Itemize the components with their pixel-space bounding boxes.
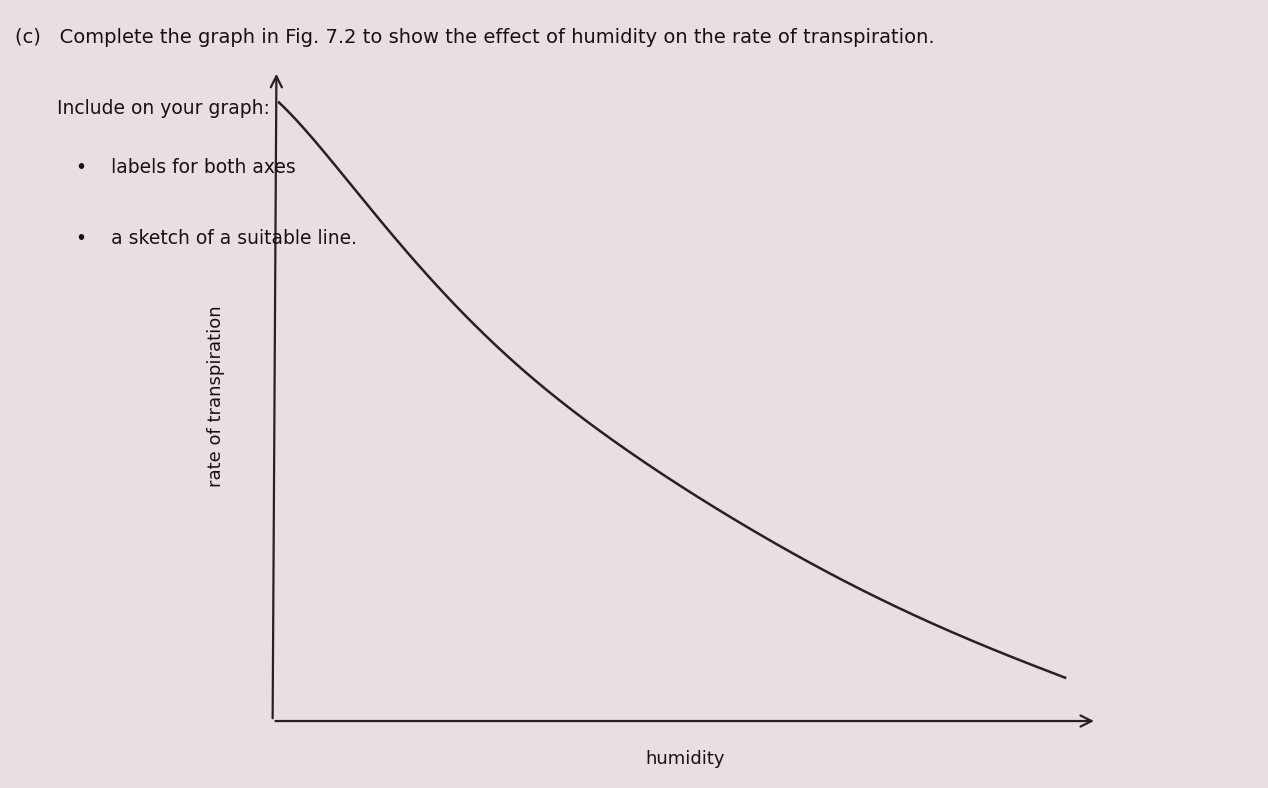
Text: (c)   Complete the graph in Fig. 7.2 to show the effect of humidity on the rate : (c) Complete the graph in Fig. 7.2 to sh… [15, 28, 935, 46]
Text: •    a sketch of a suitable line.: • a sketch of a suitable line. [76, 229, 358, 247]
Text: rate of transpiration: rate of transpiration [207, 305, 224, 487]
Text: •    labels for both axes: • labels for both axes [76, 158, 295, 177]
Text: humidity: humidity [645, 750, 724, 768]
Text: Include on your graph:: Include on your graph: [57, 98, 270, 117]
